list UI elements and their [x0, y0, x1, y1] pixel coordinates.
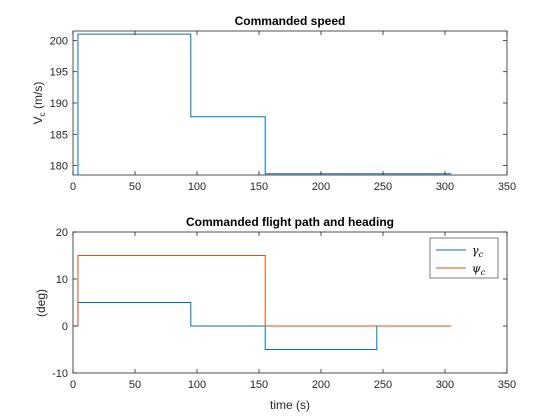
speed-x-tick-label: 350 — [498, 181, 516, 193]
speed-x-tick-label: 0 — [70, 181, 76, 193]
speed-x-tick-label: 50 — [129, 181, 141, 193]
flight-path-y-axis-label: (deg) — [34, 289, 48, 317]
speed-series-line-0 — [73, 33, 452, 176]
flight-path-y-tick-label: -10 — [52, 368, 68, 380]
flight-path-x-tick-label: 0 — [70, 379, 76, 391]
flight-path-x-tick-label: 300 — [436, 379, 454, 391]
flight-path-series-line-1 — [73, 255, 452, 327]
speed-y-tick-label: 200 — [50, 35, 68, 47]
speed-y-tick-label: 190 — [50, 98, 68, 110]
flight-path-chart-title: Commanded flight path and heading — [186, 215, 394, 229]
speed-x-tick-label: 150 — [250, 181, 268, 193]
flight-path-y-tick-label: 20 — [56, 227, 68, 239]
speed-x-tick-label: 200 — [312, 181, 330, 193]
speed-axes-box — [72, 30, 508, 176]
speed-x-tick-label: 250 — [374, 181, 392, 193]
flight-path-y-tick-label: 0 — [62, 321, 68, 333]
speed-x-tick-label: 100 — [188, 181, 206, 193]
flight-path-x-tick-label: 200 — [312, 379, 330, 391]
flight-path-heading-axes: Commanded flight path and heading (deg) … — [34, 215, 516, 412]
flight-path-x-tick-label: 100 — [188, 379, 206, 391]
flight-path-y-tick-label: 10 — [56, 274, 68, 286]
speed-y-tick-label: 195 — [50, 67, 68, 79]
legend: γc ψc — [429, 237, 499, 279]
legend-box — [429, 237, 499, 279]
flight-path-x-tick-label: 50 — [129, 379, 141, 391]
speed-chart-title: Commanded speed — [235, 14, 346, 28]
flight-path-x-tick-label: 150 — [250, 379, 268, 391]
speed-y-tick-label: 185 — [50, 129, 68, 141]
speed-y-tick-label: 180 — [50, 161, 68, 173]
flight-path-x-axis-label: time (s) — [270, 398, 310, 412]
speed-axes: Commanded speed Vc (m/s) 0 50 100 150 200 250… — [31, 14, 516, 193]
flight-path-x-tick-label: 250 — [374, 379, 392, 391]
legend-label-gamma: γc — [472, 244, 484, 259]
speed-x-tick-label: 300 — [436, 181, 454, 193]
speed-series-lines — [73, 33, 452, 176]
speed-ticks: 0 50 100 150 200 250 300 350 180 185 190 195 200 — [50, 31, 516, 193]
flight-path-x-tick-label: 350 — [498, 379, 516, 391]
flight-path-series-lines — [73, 255, 452, 350]
speed-y-axis-label: Vc (m/s) — [31, 82, 47, 125]
